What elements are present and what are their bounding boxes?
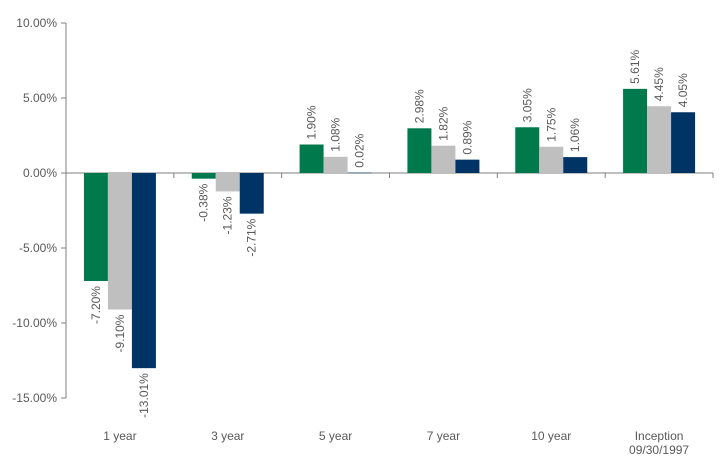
y-tick-label: -10.00% [12, 316, 57, 330]
y-tick-label: 0.00% [23, 166, 57, 180]
data-label: 1.08% [329, 117, 343, 151]
y-tick-label: 10.00% [16, 16, 57, 30]
x-category-label: 7 year [427, 429, 460, 443]
data-label: 2.98% [412, 89, 426, 123]
data-label: 0.02% [353, 133, 367, 167]
bar-series-3 [347, 172, 372, 174]
bar-series-1 [299, 144, 324, 173]
x-category-label: 5 year [319, 429, 352, 443]
data-label: -7.20% [89, 286, 103, 324]
bar-series-2 [647, 106, 672, 173]
y-tick-label: -5.00% [19, 241, 57, 255]
x-category-label: 10 year [531, 429, 571, 443]
data-label: 4.05% [676, 73, 690, 107]
bar-series-1 [515, 127, 540, 173]
data-label: 0.89% [460, 120, 474, 154]
data-label: 1.82% [436, 106, 450, 140]
bar-series-1 [83, 173, 108, 281]
bars-layer [83, 88, 696, 369]
data-label: -1.23% [221, 196, 235, 234]
data-label: 3.05% [520, 88, 534, 122]
bar-series-2 [323, 156, 348, 173]
bar-series-2 [215, 173, 240, 192]
data-label: 5.61% [628, 49, 642, 83]
axes-layer [61, 22, 714, 399]
y-tick-label: 5.00% [23, 91, 57, 105]
bar-series-3 [239, 173, 264, 214]
bar-series-3 [563, 157, 588, 173]
bar-series-2 [107, 173, 132, 310]
tick-labels-layer: 10.00% 5.00% 0.00% -5.00% -10.00% -15.00% 1 ye… [12, 16, 689, 457]
data-label: -2.71% [245, 218, 259, 256]
data-label: -13.01% [137, 373, 151, 418]
bar-series-2 [431, 145, 456, 173]
data-label: -0.38% [197, 183, 211, 221]
data-label: 1.75% [544, 107, 558, 141]
bar-series-1 [191, 173, 216, 179]
bar-series-3 [131, 173, 156, 369]
y-tick-label: -15.00% [12, 391, 57, 405]
data-label: 1.06% [568, 118, 582, 152]
bar-series-2 [539, 146, 564, 173]
x-category-label: 3 year [211, 429, 244, 443]
x-category-label: Inception 09/30/1997 [629, 429, 689, 457]
data-label: 1.90% [305, 105, 319, 139]
bar-series-3 [455, 159, 480, 173]
data-labels-layer: -7.20% -0.38% 1.90% 2.98% 3.05% 5.61% -9.10% -1… [89, 49, 690, 417]
data-label: 4.45% [652, 67, 666, 101]
x-category-label: 1 year [103, 429, 136, 443]
bar-series-1 [407, 128, 432, 173]
bar-series-1 [623, 88, 648, 173]
data-label: -9.10% [113, 314, 127, 352]
bar-series-3 [671, 112, 696, 173]
